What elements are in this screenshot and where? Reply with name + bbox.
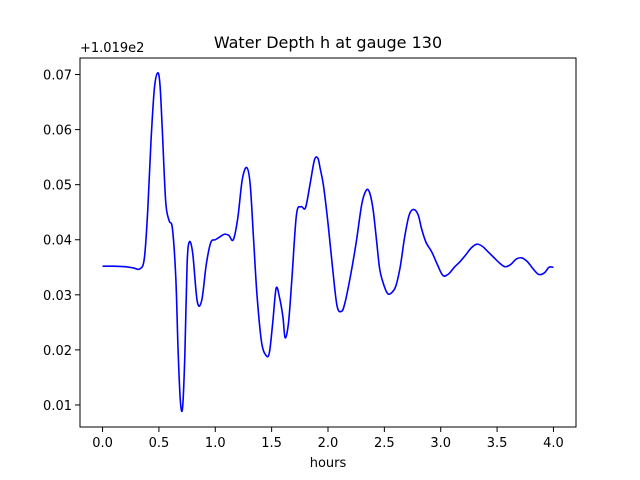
y-offset-label: +1.019e2 (80, 41, 144, 56)
x-axis-label: hours (310, 456, 347, 471)
x-tick-label: 2.5 (374, 436, 395, 451)
y-axis: 0.01 0.02 0.03 0.04 0.05 0.06 0.07 (43, 69, 80, 414)
x-tick-label: 4.0 (543, 436, 564, 451)
x-tick-label: 1.0 (205, 436, 226, 451)
y-tick-label: 0.01 (43, 399, 72, 414)
x-tick-label: 3.5 (487, 436, 508, 451)
x-tick-label: 3.0 (430, 436, 451, 451)
y-tick-label: 0.02 (43, 344, 72, 359)
chart-title: Water Depth h at gauge 130 (214, 33, 442, 52)
y-tick-label: 0.03 (43, 289, 72, 304)
y-tick-label: 0.04 (43, 234, 72, 249)
series-line-group (102, 72, 554, 413)
y-tick-label: 0.06 (43, 124, 72, 139)
x-tick-label: 0.0 (92, 436, 113, 451)
series-line (102, 72, 554, 413)
x-axis: 0.0 0.5 1.0 1.5 2.0 2.5 3.0 3.5 4.0 (92, 427, 564, 451)
y-tick-label: 0.05 (43, 179, 72, 194)
y-tick-label: 0.07 (43, 69, 72, 84)
x-tick-label: 1.5 (261, 436, 282, 451)
x-tick-label: 0.5 (149, 436, 170, 451)
x-tick-label: 2.0 (318, 436, 339, 451)
